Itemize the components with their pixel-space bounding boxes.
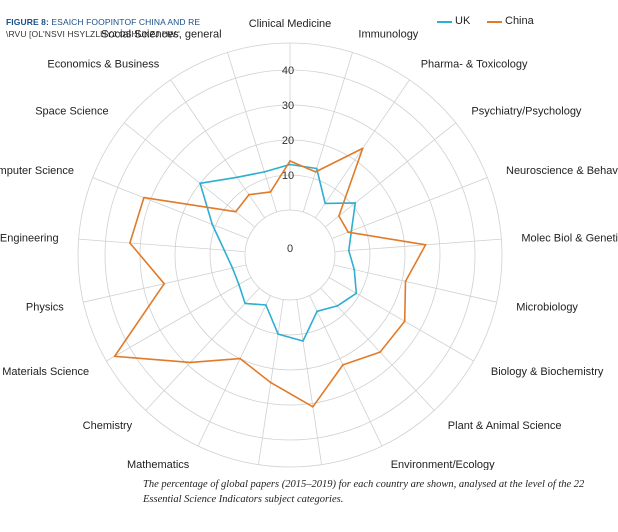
series-line-uk <box>199 163 358 342</box>
series-line-china <box>113 147 427 408</box>
spoke-4 <box>331 177 488 239</box>
spoke-1 <box>302 52 353 213</box>
data-point-china-15 <box>163 282 166 285</box>
data-point-uk-4 <box>350 230 353 232</box>
data-point-china-6 <box>404 280 407 283</box>
data-point-china-19 <box>248 193 250 196</box>
data-point-china-5 <box>424 243 427 246</box>
legend-swatch-uk <box>437 21 452 23</box>
grid-ring-0 <box>244 209 336 301</box>
spoke-12 <box>197 295 271 447</box>
figure-label: FIGURE 8: <box>6 17 49 27</box>
data-point-uk-0 <box>289 163 291 166</box>
data-point-china-2 <box>361 147 364 150</box>
data-point-uk-8 <box>336 305 339 307</box>
category-label-8: Plant & Animal Science <box>448 420 562 432</box>
spoke-18 <box>124 122 256 228</box>
data-point-china-0 <box>289 160 291 162</box>
category-label-4: Neuroscience & Behavior <box>506 165 618 177</box>
data-point-uk-10 <box>302 340 304 342</box>
spoke-16 <box>78 238 246 253</box>
data-point-uk-19 <box>236 176 238 179</box>
tick-label-20: 20 <box>282 135 294 147</box>
category-label-3: Psychiatry/Psychology <box>471 105 582 117</box>
spoke-3 <box>324 122 456 228</box>
category-label-1: Immunology <box>358 28 418 40</box>
figure-title-text: ESAICH FOOPINTOF CHINA AND RE <box>51 17 201 27</box>
category-label-17: Computer Science <box>0 165 74 177</box>
figure-title: FIGURE 8: ESAICH FOOPINTOF CHINA AND RE … <box>6 16 221 40</box>
spoke-9 <box>309 295 383 447</box>
radar-chart: 0 10 20 30 40 Clinical Medicine Immunology Phar… <box>0 18 618 470</box>
category-label-13: Chemistry <box>83 420 133 432</box>
spoke-6 <box>333 264 497 303</box>
data-point-uk-11 <box>277 333 279 335</box>
data-point-china-7 <box>403 320 406 323</box>
legend-swatch-china <box>487 21 502 23</box>
tick-label-0: 0 <box>287 243 293 255</box>
category-label-2: Pharma- & Toxicology <box>421 58 528 70</box>
category-label-9: Environment/Ecology <box>391 459 495 470</box>
data-point-uk-12 <box>265 304 267 306</box>
legend-label-uk: UK <box>455 15 471 27</box>
data-point-china-14 <box>113 355 116 358</box>
data-point-china-1 <box>314 171 317 173</box>
spoke-13 <box>145 287 260 411</box>
tick-label-30: 30 <box>282 100 294 112</box>
data-point-china-16 <box>129 242 131 244</box>
category-label-15: Physics <box>26 302 64 314</box>
data-point-china-17 <box>143 196 145 199</box>
legend-label-china: China <box>505 15 534 27</box>
data-point-uk-7 <box>355 292 358 295</box>
data-point-uk-20 <box>263 171 266 173</box>
data-point-uk-1 <box>315 167 318 170</box>
data-point-china-8 <box>379 351 381 353</box>
data-point-uk-2 <box>324 202 327 205</box>
data-point-uk-3 <box>354 202 357 204</box>
spoke-5 <box>334 238 502 253</box>
figure-caption: The percentage of global papers (2015–20… <box>143 479 585 505</box>
data-point-uk-14 <box>238 283 240 286</box>
spoke-14 <box>106 277 252 362</box>
category-label-12: Mathematics <box>127 459 190 470</box>
data-point-china-13 <box>189 361 192 364</box>
data-point-china-18 <box>234 210 237 213</box>
spoke-10 <box>296 299 322 465</box>
category-label-14: Materials Science <box>2 366 89 378</box>
figure-subtitle: \RVU [OL'NSVI HSYLZLHYJ OSHUKZJ HW.' <box>6 29 180 39</box>
spoke-8 <box>320 287 435 411</box>
category-label-6: Microbiology <box>516 302 578 314</box>
data-point-uk-17 <box>211 223 214 226</box>
data-point-china-9 <box>342 364 344 366</box>
category-label-19: Economics & Business <box>47 58 159 70</box>
data-point-uk-18 <box>199 182 202 185</box>
data-point-uk-9 <box>316 310 318 313</box>
category-label-16: Engineering <box>0 233 59 245</box>
category-label-0: Clinical Medicine <box>249 18 332 30</box>
data-point-china-20 <box>269 191 272 193</box>
tick-label-40: 40 <box>282 65 294 77</box>
category-label-7: Biology & Biochemistry <box>491 366 604 378</box>
data-point-uk-5 <box>347 249 350 252</box>
data-point-china-11 <box>269 381 272 384</box>
data-point-china-4 <box>347 231 350 234</box>
data-point-china-12 <box>239 357 242 360</box>
category-label-5: Molec Biol & Genetics <box>521 233 618 245</box>
data-point-china-10 <box>312 405 314 408</box>
spoke-20 <box>227 52 278 213</box>
data-point-uk-16 <box>223 249 226 252</box>
category-label-18: Space Science <box>35 105 108 117</box>
data-point-uk-6 <box>353 268 356 271</box>
data-point-china-3 <box>338 215 340 217</box>
spoke-7 <box>328 277 474 362</box>
tick-label-10: 10 <box>282 170 294 182</box>
category-label-20: Social Sciences, general <box>101 28 221 40</box>
spoke-17 <box>92 177 249 239</box>
data-point-uk-15 <box>231 267 234 269</box>
data-point-uk-13 <box>244 302 247 305</box>
